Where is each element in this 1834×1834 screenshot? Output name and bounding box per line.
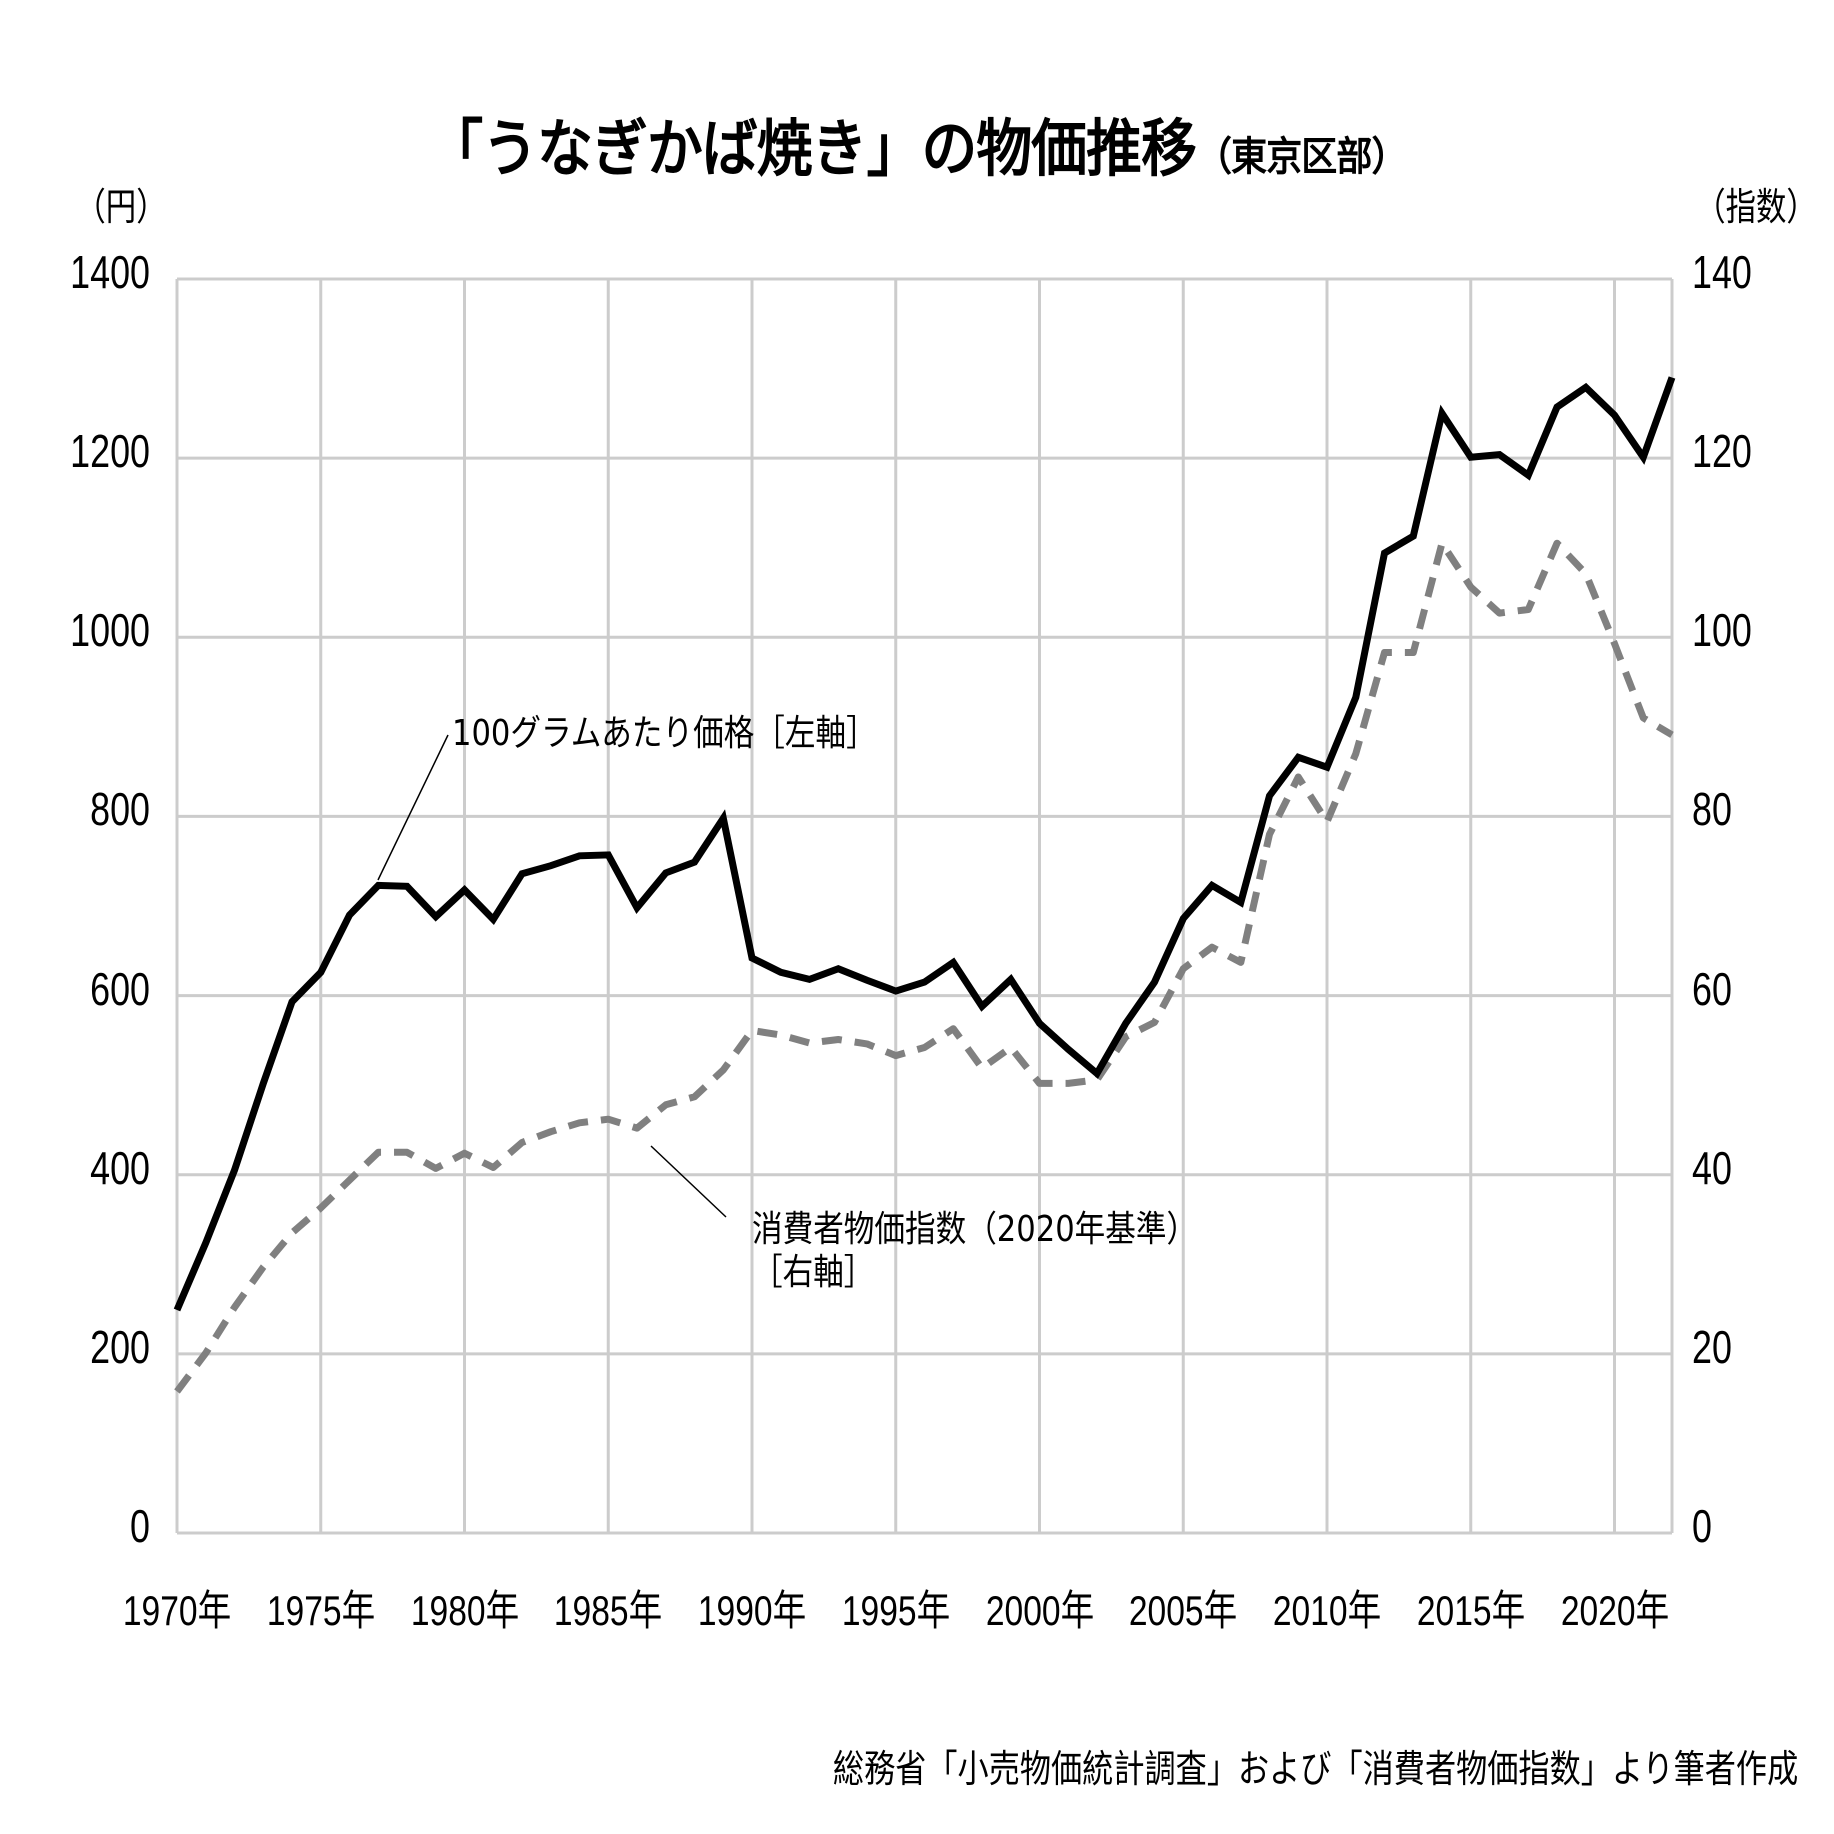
price-series-label: 100グラムあたり価格［左軸］ [452,713,877,754]
x-axis-tick: 1975年 [266,1587,375,1634]
left-axis-tick: 600 [90,962,150,1015]
cpi-line [174,539,1674,1394]
chart-title-main: 「うなぎかば焼き」の物価推移 [427,112,1197,185]
right-axis-tick: 80 [1692,783,1732,836]
left-axis-tick: 200 [90,1320,150,1373]
right-axis-tick: 0 [1692,1500,1712,1552]
left-axis-tick: 1400 [70,246,150,298]
left-axis-tick: 0 [130,1500,150,1552]
left-axis-unit: （円） [75,185,167,229]
x-axis-tick: 1985年 [554,1587,663,1634]
price-leader-line [377,734,449,881]
x-axis-tick: 2005年 [1129,1587,1238,1634]
price-line [173,376,1676,1312]
x-axis-tick: 1980年 [410,1587,519,1634]
chart-title-sub: （東京区部） [1196,134,1408,180]
right-axis-tick: 60 [1692,962,1732,1015]
gridlines [175,277,1674,1535]
x-axis-tick: 2015年 [1416,1587,1525,1634]
left-axis-tick: 1000 [70,604,150,657]
cpi-series-label: 消費者物価指数（2020年基準） ［右軸］ [752,1208,1197,1294]
left-axis-tick: 800 [90,783,150,836]
x-axis-tick: 2000年 [985,1587,1094,1634]
right-axis-tick: 20 [1692,1320,1732,1373]
right-axis-tick: 40 [1692,1141,1732,1194]
right-axis-unit: （指数） [1695,185,1817,229]
right-axis-tick: 140 [1692,246,1752,298]
right-axis-tick: 120 [1692,425,1752,478]
left-axis-tick: 400 [90,1141,150,1194]
x-axis-tick: 2010年 [1272,1587,1382,1634]
right-axis-tick: 100 [1692,604,1752,657]
cpi-series-label-line1: 消費者物価指数（2020年基準） [752,1209,1198,1250]
x-axis-tick: 1970年 [122,1587,232,1634]
cpi-leader-line [650,1145,727,1218]
x-axis-tick: 2020年 [1560,1587,1669,1634]
x-axis-tick: 1995年 [841,1587,950,1634]
chart-title: 「うなぎかば焼き」の物価推移（東京区部） [92,98,1743,188]
x-axis-tick: 1990年 [697,1587,807,1634]
source-note: 総務省「小売物価統計調査」および「消費者物価指数」より筆者作成 [832,1747,1798,1791]
cpi-series-label-line2: ［右軸］ [752,1252,875,1294]
left-axis-tick: 1200 [70,425,150,478]
